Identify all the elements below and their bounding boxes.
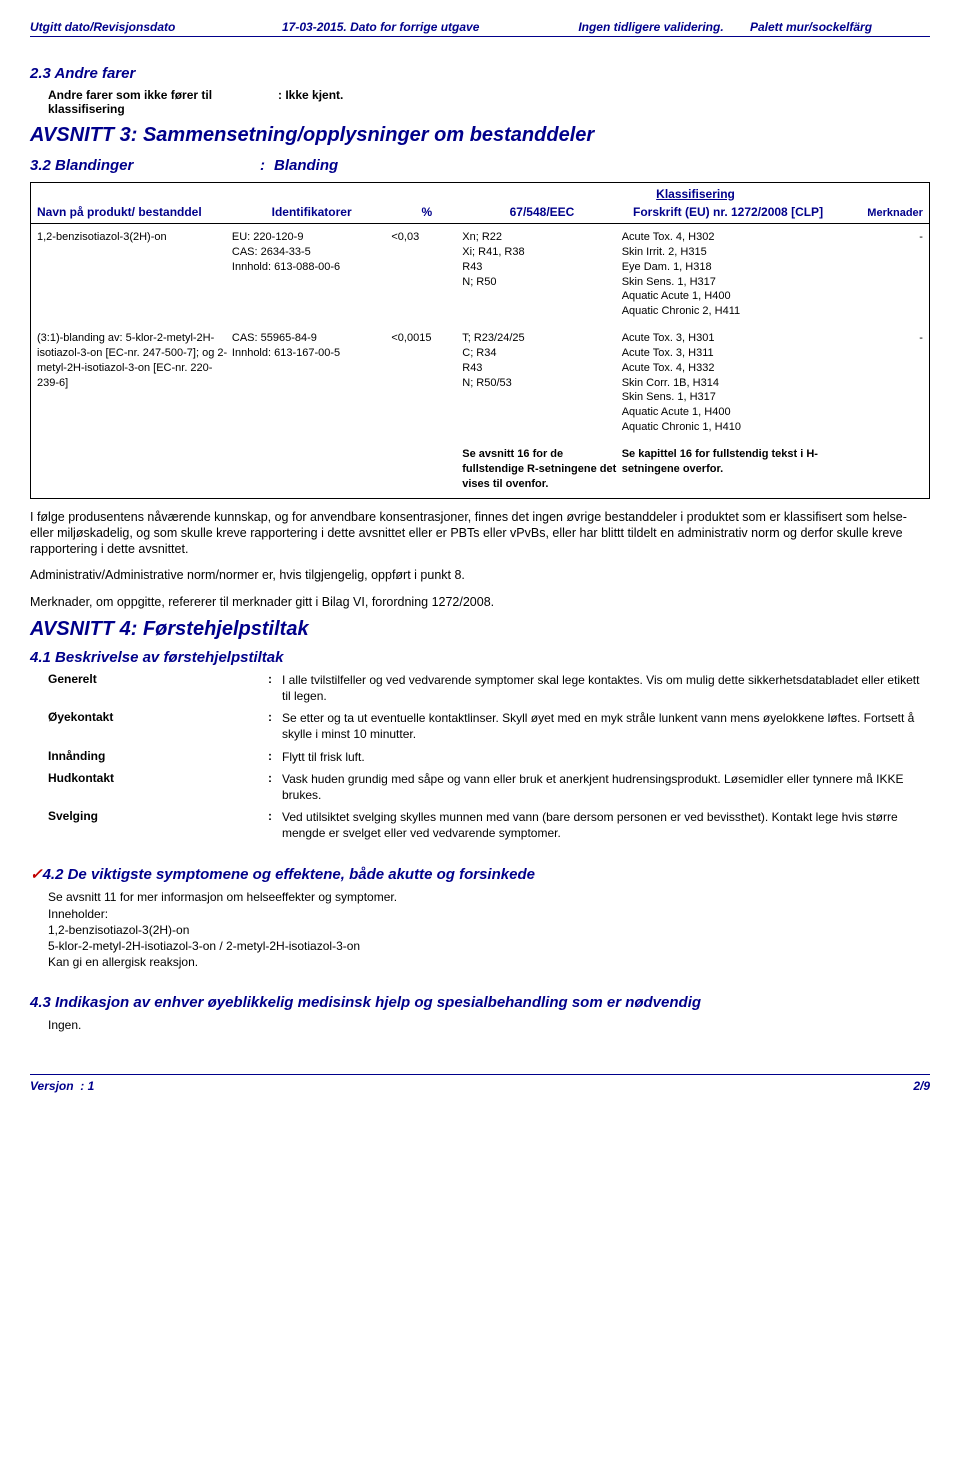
col-navn: Navn på produkt/ bestanddel [37,205,232,219]
firstaid-row: Svelging : Ved utilsiktet svelging skyll… [48,809,930,841]
section-4-2-text: 4.2 De viktigste symptomene og effektene… [43,866,535,883]
col-67: 67/548/EEC [462,205,621,219]
firstaid-val: Flytt til frisk luft. [282,749,930,765]
section-4-title: AVSNITT 4: Førstehjelpstiltak [30,618,930,641]
row-ident: EU: 220-120-9 CAS: 2634-33-5 Innhold: 61… [232,230,391,319]
row-67: T; R23/24/25 C; R34 R43 N; R50/53 [462,331,621,435]
prev-value: Ingen tidligere validering. [578,20,723,34]
other-hazards-value: Ikke kjent. [285,88,343,102]
col-clp: Forskrift (EU) nr. 1272/2008 [CLP] [622,205,835,219]
firstaid-key: Innånding [48,749,268,763]
composition-table: Klassifisering Navn på produkt/ bestandd… [30,182,930,499]
firstaid-row: Hudkontakt : Vask huden grundig med såpe… [48,771,930,803]
issued-label: Utgitt dato/Revisjonsdato [30,20,175,34]
firstaid-row: Øyekontakt : Se etter og ta ut eventuell… [48,710,930,742]
s4-2-line4: 5-klor-2-metyl-2H-isotiazol-3-on / 2-met… [48,938,930,954]
row-name: 1,2-benzisotiazol-3(2H)-on [37,230,232,319]
klass-heading: Klassifisering [462,183,929,201]
blanding-label: 3.2 Blandinger [30,157,260,174]
table-header-row: Navn på produkt/ bestanddel Identifikato… [31,201,929,224]
page-number: 2/9 [913,1079,930,1093]
change-mark-icon: ✓ [30,866,43,883]
section-3-title: AVSNITT 3: Sammensetning/opplysninger om… [30,124,930,147]
table-row: 1,2-benzisotiazol-3(2H)-on EU: 220-120-9… [31,224,929,325]
s3-para1: I følge produsentens nåværende kunnskap,… [30,509,930,558]
col-merk: Merknader [834,207,923,219]
blanding-row: 3.2 Blandinger : Blanding [30,157,930,174]
firstaid-val: Ved utilsiktet svelging skylles munnen m… [282,809,930,841]
page-footer: Versjon : 1 2/9 [30,1074,930,1093]
section-4-1-title: 4.1 Beskrivelse av førstehjelpstiltak [30,649,930,666]
row-name: (3:1)-blanding av: 5-klor-2-metyl-2H-iso… [37,331,232,435]
row-67: Xn; R22 Xi; R41, R38 R43 N; R50 [462,230,621,319]
version-value: 1 [88,1079,95,1093]
version-label: Versjon [30,1079,74,1093]
firstaid-key: Generelt [48,672,268,686]
firstaid-key: Svelging [48,809,268,823]
s4-2-line1: Se avsnitt 11 for mer informasjon om hel… [48,889,930,905]
firstaid-val: I alle tvilstilfeller og ved vedvarende … [282,672,930,704]
see16-right: Se kapittel 16 for fullstendig tekst i H… [622,447,835,492]
s3-para2: Administrativ/Administrative norm/normer… [30,567,930,583]
s4-2-line2: Inneholder: [48,906,930,922]
section-4-2-title: ✓4.2 De viktigste symptomene og effekten… [30,865,930,883]
s4-2-line3: 1,2-benzisotiazol-3(2H)-on [48,922,930,938]
row-ident: CAS: 55965-84-9 Innhold: 613-167-00-5 [232,331,391,435]
row-pct: <0,0015 [391,331,462,435]
row-clp: Acute Tox. 3, H301 Acute Tox. 3, H311 Ac… [622,331,835,435]
prev-label: Dato for forrige utgave [350,20,479,34]
row-merk: - [834,331,923,435]
col-pct: % [391,205,462,219]
row-pct: <0,03 [391,230,462,319]
s4-2-line5: Kan gi en allergisk reaksjon. [48,954,930,970]
doc-header: Utgitt dato/Revisjonsdato 17-03-2015. Da… [30,20,930,37]
see16-left: Se avsnitt 16 for de fullstendige R-setn… [462,447,621,492]
firstaid-row: Innånding : Flytt til frisk luft. [48,749,930,765]
table-row: (3:1)-blanding av: 5-klor-2-metyl-2H-iso… [31,325,929,441]
section-2-3-title: 2.3 Andre farer [30,65,930,82]
see-16-row: Se avsnitt 16 for de fullstendige R-setn… [31,441,929,498]
col-ident: Identifikatorer [232,205,391,219]
row-clp: Acute Tox. 4, H302 Skin Irrit. 2, H315 E… [622,230,835,319]
firstaid-val: Vask huden grundig med såpe og vann elle… [282,771,930,803]
firstaid-row: Generelt : I alle tvilstilfeller og ved … [48,672,930,704]
s3-para3: Merknader, om oppgitte, refererer til me… [30,594,930,610]
firstaid-val: Se etter og ta ut eventuelle kontaktlins… [282,710,930,742]
other-hazards-label: Andre farer som ikke fører til klassifis… [48,88,278,116]
firstaid-key: Hudkontakt [48,771,268,785]
other-hazards-row: Andre farer som ikke fører til klassifis… [48,88,930,116]
issued-date: 17-03-2015. [282,20,347,34]
firstaid-key: Øyekontakt [48,710,268,724]
section-4-3-title: 4.3 Indikasjon av enhver øyeblikkelig me… [30,994,930,1011]
s4-3-value: Ingen. [48,1017,930,1033]
row-merk: - [834,230,923,319]
product-name: Palett mur/sockelfärg [750,20,872,34]
blanding-value: Blanding [274,157,338,174]
